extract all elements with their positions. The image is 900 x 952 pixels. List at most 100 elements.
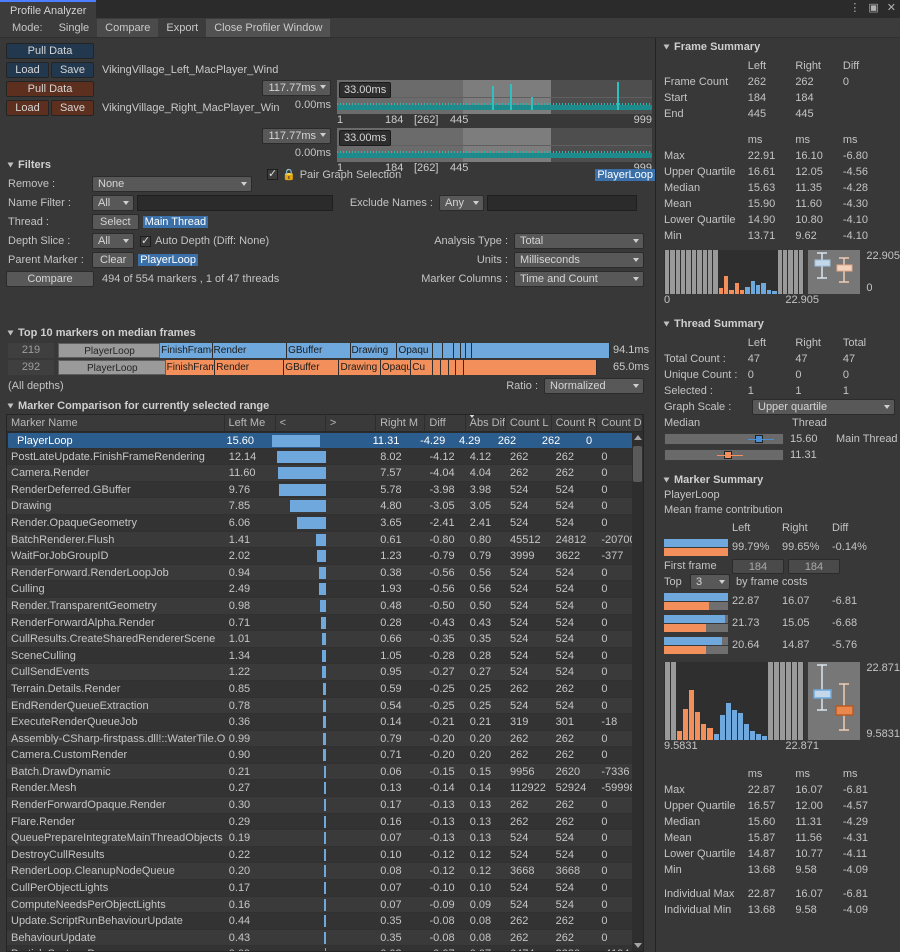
exclude-names-input[interactable] [487,195,637,211]
thread-select-button[interactable]: Select [92,214,139,230]
table-row[interactable]: CullSendEvents 1.22 0.95 -0.27 0.27 524 524 0 [7,664,643,681]
remove-dropdown[interactable]: None [92,176,252,192]
table-row[interactable]: RenderForwardOpaque.Render 0.30 0.17 -0.13 0… [7,797,643,814]
table-row[interactable]: ParticleSystem.Draw0.09 0.03-0.070.076474… [7,946,643,951]
table-row[interactable]: RenderDeferred.GBuffer 9.76 5.78 -3.98 3.98 5… [7,481,643,499]
top10-segment[interactable]: Drawing [339,359,381,375]
close-profiler-window-button[interactable]: Close Profiler Window [206,18,331,37]
table-row[interactable]: BatchRenderer.Flush 1.41 0.61 -0.80 0.80 4551… [7,531,643,549]
top10-segment[interactable]: Render [212,342,288,358]
maximize-icon[interactable]: ▣ [868,2,879,14]
top10-segment[interactable] [456,359,465,375]
first-frame-left-button[interactable]: 184 [732,558,784,574]
pull-data-left-button[interactable]: Pull Data [6,42,94,59]
top-frame-row[interactable]: 21.73 15.05 -6.68 [664,612,900,634]
top10-segment[interactable] [471,342,610,358]
top10-segment[interactable]: Render [215,359,285,375]
load-right-button[interactable]: Load [6,99,49,116]
compare-button[interactable]: Compare [6,271,94,287]
top10-segment[interactable]: GBuffer [287,342,351,358]
table-row[interactable]: Render.OpaqueGeometry 6.06 3.65 -2.41 2.41 52… [7,514,643,532]
top10-segment[interactable]: GBuffer [284,359,340,375]
table-column-header[interactable]: Count L [506,415,552,431]
table-column-header[interactable]: > [326,415,377,431]
parent-marker-value[interactable]: PlayerLoop [138,254,198,266]
table-row[interactable]: ComputeNeedsPerObjectLights 0.16 0.07 -0.09… [7,896,643,914]
table-row[interactable]: RenderForward.RenderLoopJob 0.94 0.38 -0.56… [7,564,643,582]
mode-compare-button[interactable]: Compare [97,18,159,37]
table-row[interactable]: Update.ScriptRunBehaviourUpdate 0.44 0.35 -… [7,913,643,930]
scroll-up-icon[interactable] [634,435,642,440]
top-frame-row[interactable]: 22.87 16.07 -6.81 [664,590,900,612]
table-row[interactable]: QueuePrepareIntegrateMainThreadObjects 0.… [7,830,643,847]
pair-graph-checkbox[interactable] [267,167,278,180]
scale-max-left-dropdown[interactable]: 117.77ms [261,80,331,96]
mode-single-button[interactable]: Single [51,19,98,37]
table-row[interactable]: Camera.Render 11.60 7.57 -4.04 4.04 262 262 0 [7,465,643,482]
selected-marker-chip[interactable]: PlayerLoop [595,168,655,181]
table-row[interactable]: Assembly-CSharp-firstpass.dll!::WaterTil… [7,730,643,748]
top10-segment[interactable] [443,342,455,358]
table-column-header[interactable]: Abs Diff [466,415,506,431]
close-icon[interactable]: ✕ [886,2,896,14]
table-column-header[interactable]: Right M [376,415,426,431]
table-row[interactable]: ExecuteRenderQueueJob 0.36 0.14 -0.21 0.21 31… [7,714,643,731]
top10-foldout[interactable]: Top 10 markers on median frames [0,324,654,342]
top10-segment[interactable]: PlayerLoop [58,359,166,375]
analysis-type-dropdown[interactable]: Total [514,233,644,249]
thread-summary-foldout[interactable]: Thread Summary [656,315,900,333]
table-row[interactable]: Drawing 7.85 4.80 -3.05 3.05 524 524 0 [7,498,643,515]
export-button[interactable]: Export [158,19,206,37]
table-row[interactable]: SceneCulling 1.34 1.05 -0.28 0.28 524 524 0 [7,647,643,665]
marker-summary-foldout[interactable]: Marker Summary [656,471,900,489]
top10-segment[interactable] [466,342,472,358]
top10-segment[interactable]: Drawing [350,342,398,358]
table-row[interactable]: WaitForJobGroupID 2.02 1.23 -0.79 0.79 3999 36… [7,548,643,565]
table-column-header[interactable]: < [276,415,326,431]
top10-segment[interactable] [433,359,442,375]
table-scrollbar[interactable] [632,432,643,951]
table-row[interactable]: Camera.CustomRender 0.90 0.71 -0.20 0.20 262 2… [7,747,643,764]
units-dropdown[interactable]: Milliseconds [514,252,644,268]
table-row[interactable]: BehaviourUpdate 0.43 0.35 -0.08 0.08 262 262 0 [7,929,643,947]
table-row[interactable]: Flare.Render 0.29 0.16 -0.13 0.13 262 262 0 [7,813,643,831]
frame-summary-foldout[interactable]: Frame Summary [656,38,900,56]
table-row[interactable]: Render.TransparentGeometry 0.98 0.48 -0.50 0… [7,597,643,615]
table-row[interactable]: CullPerObjectLights 0.17 0.07 -0.10 0.10 524 5… [7,880,643,897]
window-tab-title[interactable]: Profile Analyzer [0,0,97,18]
save-right-button[interactable]: Save [51,99,94,116]
table-column-header[interactable]: Count D [597,415,643,431]
top10-segment[interactable]: FinishFrameRe [160,342,213,358]
top10-segment[interactable]: Cu [411,359,434,375]
table-row[interactable]: Terrain.Details.Render 0.85 0.59 -0.25 0.25 2… [7,680,643,698]
top10-segment[interactable] [454,342,461,358]
load-left-button[interactable]: Load [6,61,49,78]
marker-columns-dropdown[interactable]: Time and Count [514,271,644,287]
top10-segment[interactable] [464,359,597,375]
save-left-button[interactable]: Save [51,61,94,78]
marker-comparison-foldout[interactable]: Marker Comparison for currently selected… [0,397,654,415]
table-column-header[interactable]: Count R [552,415,598,431]
table-row[interactable]: RenderForwardAlpha.Render 0.71 0.28 -0.43 0.… [7,614,643,632]
lock-icon[interactable]: 🔒 [282,169,296,181]
table-row[interactable]: DestroyCullResults 0.22 0.10 -0.12 0.12 524 52… [7,846,643,864]
kebab-menu-icon[interactable]: ⋮ [849,2,861,14]
depth-slice-dropdown[interactable]: All [92,233,134,249]
top-count-dropdown[interactable]: 3 [690,574,730,590]
table-row[interactable]: RenderLoop.CleanupNodeQueue 0.20 0.08 -0.12… [7,863,643,881]
top10-segment[interactable] [441,359,449,375]
top10-segment[interactable]: Opaqu [380,359,412,375]
top10-row[interactable]: 292PlayerLoopFinishFrameRRenderGBufferDr… [8,359,654,375]
name-filter-mode-dropdown[interactable]: All [92,195,134,211]
top10-segment[interactable] [460,342,467,358]
pull-data-right-button[interactable]: Pull Data [6,80,94,97]
filters-foldout[interactable]: Filters [0,156,654,174]
table-column-header[interactable]: Diff [425,415,466,431]
graph-scale-dropdown[interactable]: Upper quartile [752,399,895,415]
top10-segment[interactable] [433,342,444,358]
table-row[interactable]: EndRenderQueueExtraction 0.78 0.54 -0.25 0.2… [7,697,643,715]
table-row[interactable]: PlayerLoop 15.60 11.31 -4.29 4.29 262 262 0 [7,432,643,449]
table-row[interactable]: Batch.DrawDynamic 0.21 0.06 -0.15 0.15 9956 26… [7,763,643,781]
top-frame-row[interactable]: 20.64 14.87 -5.76 [664,634,900,656]
parent-marker-clear-button[interactable]: Clear [92,252,135,268]
